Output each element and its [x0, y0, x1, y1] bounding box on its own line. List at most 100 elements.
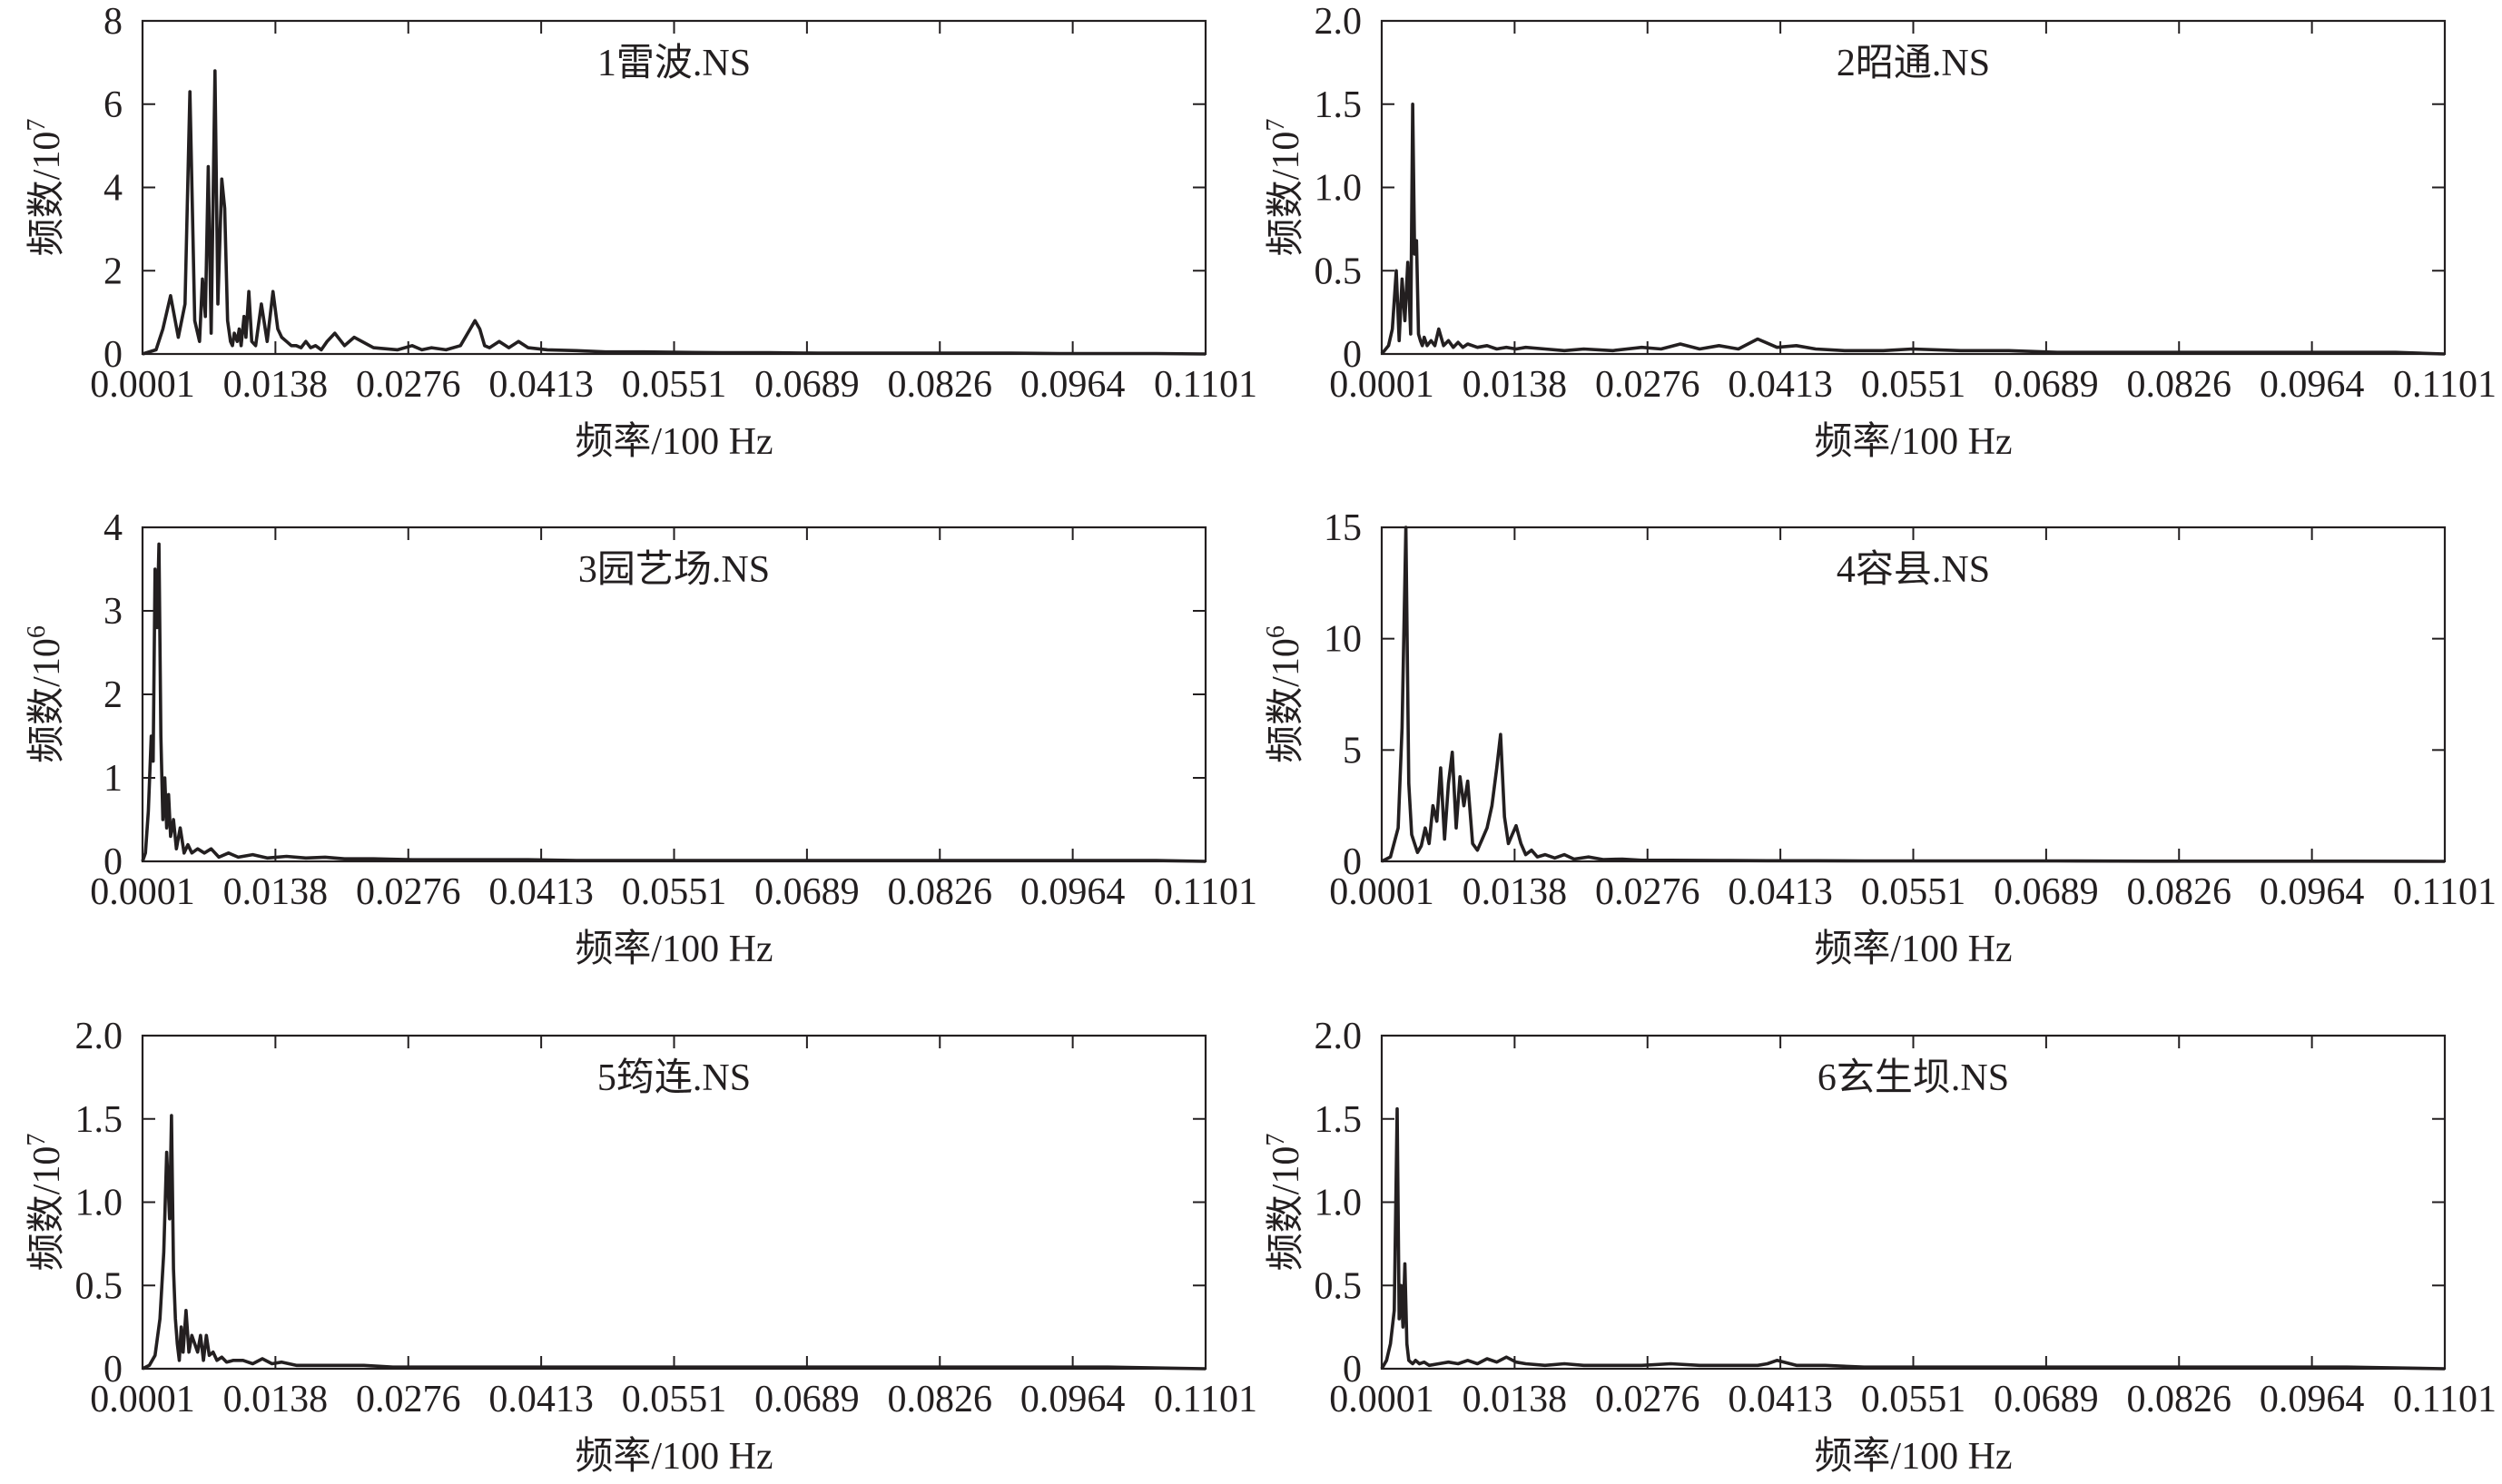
x-tick-label: 0.0689 — [754, 1379, 860, 1420]
x-axis-label: 频率/100 Hz — [1814, 420, 2012, 463]
y-tick-label: 0.5 — [75, 1265, 123, 1307]
y-tick-label: 0.5 — [1315, 251, 1363, 292]
x-tick-label: 0.0826 — [2127, 364, 2232, 406]
y-tick-label: 0 — [103, 334, 123, 376]
y-axis-label-exponent: 7 — [23, 119, 51, 132]
y-axis-label-exponent: 7 — [23, 1134, 51, 1146]
x-axis-label: 频率/100 Hz — [575, 1435, 773, 1478]
y-tick-label: 2 — [103, 674, 123, 716]
x-tick-label: 0.0138 — [1463, 1379, 1568, 1420]
x-tick-label: 0.0551 — [1861, 364, 1966, 406]
x-tick-label: 0.0001 — [1329, 871, 1434, 913]
x-tick-label: 0.0689 — [754, 364, 860, 406]
spectrum-line — [1380, 1106, 2446, 1371]
chart-panel-1: 0.0001 0.0138 0.0276 0.0413 0.0551 0.0689 0.08… — [23, 1, 1257, 463]
x-tick-label: 0.0689 — [1994, 1379, 2099, 1420]
x-tick-label: 0.0413 — [488, 364, 594, 406]
y-axis-label-base: 频数/10 — [26, 638, 68, 763]
x-tick-label: 0.0551 — [1861, 1379, 1966, 1420]
panel-title: 5筠连.NS — [597, 1057, 751, 1099]
x-tick-label: 0.0001 — [90, 871, 195, 913]
y-tick-label: 0 — [103, 1349, 123, 1391]
x-tick-label: 0.0001 — [1329, 364, 1434, 406]
x-tick-label: 0.0964 — [2260, 1379, 2365, 1420]
x-tick-label: 0.0964 — [2260, 871, 2365, 913]
y-tick-label: 6 — [103, 84, 123, 126]
x-tick-label: 0.0964 — [1020, 1379, 1126, 1420]
x-tick-label: 0.0138 — [223, 364, 329, 406]
chart-panel-4: 0.0001 0.0138 0.0276 0.0413 0.0551 0.0689 0.08… — [1262, 507, 2497, 970]
y-tick-label: 5 — [1343, 730, 1362, 771]
x-tick-label: 0.0689 — [1994, 871, 2099, 913]
y-axis-label-base: 频数/10 — [1266, 638, 1307, 763]
x-tick-label: 0.0964 — [2260, 364, 2365, 406]
y-axis-label-base: 频数/10 — [26, 1146, 68, 1272]
y-tick-label: 2.0 — [1315, 1016, 1363, 1057]
x-tick-label: 0.0689 — [1994, 364, 2099, 406]
x-axis-label: 频率/100 Hz — [1814, 928, 2012, 970]
y-tick-label: 4 — [103, 168, 123, 210]
spectrum-line — [141, 542, 1207, 863]
y-axis-label: 频数/106 — [23, 625, 68, 763]
panel-title: 2昭通.NS — [1837, 43, 1990, 84]
y-axis-label-exponent: 7 — [1262, 119, 1290, 132]
x-tick-label: 0.1101 — [2393, 1379, 2497, 1420]
y-tick-label: 2.0 — [1315, 1, 1363, 43]
y-tick-label: 1.5 — [75, 1099, 123, 1141]
y-tick-label: 1.5 — [1315, 84, 1363, 126]
x-tick-label: 0.0276 — [1595, 364, 1700, 406]
x-tick-label: 0.1101 — [2393, 871, 2497, 913]
x-tick-label: 0.0826 — [2127, 871, 2232, 913]
x-tick-label: 0.0551 — [622, 871, 727, 913]
x-tick-label: 0.0413 — [1728, 364, 1833, 406]
chart-panel-2: 0.0001 0.0138 0.0276 0.0413 0.0551 0.0689 0.08… — [1262, 1, 2497, 463]
y-tick-label: 0 — [1343, 1349, 1362, 1391]
x-tick-label: 0.0276 — [1595, 871, 1700, 913]
y-tick-label: 10 — [1324, 619, 1362, 661]
y-axis-label: 频数/107 — [1262, 1134, 1307, 1272]
x-tick-label: 0.0276 — [356, 1379, 461, 1420]
y-axis-label: 频数/106 — [1262, 625, 1307, 763]
y-axis-label-exponent: 7 — [1262, 1134, 1290, 1146]
spectrum-line — [1380, 103, 2446, 356]
y-tick-label: 0 — [1343, 841, 1362, 883]
x-tick-label: 0.0964 — [1020, 364, 1126, 406]
x-tick-label: 0.0826 — [888, 364, 993, 406]
chart-panel-6: 0.0001 0.0138 0.0276 0.0413 0.0551 0.0689 0.08… — [1262, 1016, 2497, 1478]
x-tick-label: 0.0138 — [223, 1379, 329, 1420]
y-tick-label: 1 — [103, 758, 123, 800]
x-tick-label: 0.0276 — [356, 364, 461, 406]
y-axis-label-exponent: 6 — [1262, 625, 1290, 638]
y-axis-label: 频数/107 — [1262, 119, 1307, 257]
x-tick-label: 0.0689 — [754, 871, 860, 913]
x-tick-label: 0.1101 — [1154, 871, 1257, 913]
x-axis-label: 频率/100 Hz — [575, 420, 773, 463]
y-tick-label: 1.5 — [1315, 1099, 1363, 1141]
x-tick-label: 0.0551 — [622, 1379, 727, 1420]
y-axis-label-base: 频数/10 — [26, 132, 68, 257]
x-tick-label: 0.0001 — [1329, 1379, 1434, 1420]
x-tick-label: 0.1101 — [1154, 1379, 1257, 1420]
x-tick-label: 0.0276 — [1595, 1379, 1700, 1420]
y-tick-label: 8 — [103, 1, 123, 43]
y-tick-label: 2 — [103, 251, 123, 292]
x-tick-label: 0.0138 — [1463, 364, 1568, 406]
x-tick-label: 0.0826 — [888, 1379, 993, 1420]
x-tick-label: 0.0551 — [622, 364, 727, 406]
x-tick-label: 0.0551 — [1861, 871, 1966, 913]
x-tick-label: 0.0276 — [356, 871, 461, 913]
panel-title: 1雷波.NS — [597, 43, 751, 84]
x-tick-label: 0.0413 — [488, 1379, 594, 1420]
panel-title: 3园艺场.NS — [578, 549, 770, 591]
x-tick-label: 0.0138 — [1463, 871, 1568, 913]
y-tick-label: 2.0 — [75, 1016, 123, 1057]
y-axis-label-base: 频数/10 — [1266, 1146, 1307, 1272]
x-tick-label: 0.0826 — [888, 871, 993, 913]
y-axis-label-exponent: 6 — [23, 625, 51, 638]
panel-title: 6玄生坝.NS — [1817, 1057, 2009, 1099]
y-axis-label-base: 频数/10 — [1266, 132, 1307, 257]
x-tick-label: 0.0413 — [1728, 1379, 1833, 1420]
x-tick-label: 0.0138 — [223, 871, 329, 913]
y-axis-label: 频数/107 — [23, 119, 68, 257]
